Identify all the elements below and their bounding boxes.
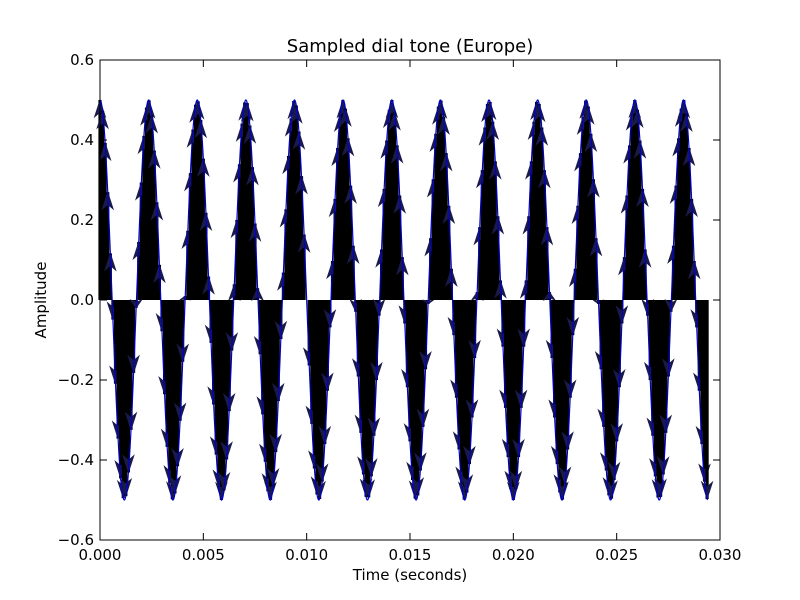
plot-area bbox=[93, 98, 714, 502]
sample-arrowhead bbox=[486, 120, 499, 141]
sample-arrowhead bbox=[315, 463, 329, 483]
x-tick-label: 0.010 bbox=[285, 546, 328, 564]
y-tick-label: −0.2 bbox=[58, 371, 94, 389]
sample-arrowhead bbox=[607, 461, 621, 482]
y-tick-label: 0.6 bbox=[70, 51, 94, 69]
sample-arrowhead bbox=[460, 474, 474, 494]
sample-arrowhead bbox=[581, 105, 595, 125]
sample-arrowhead bbox=[411, 477, 425, 497]
y-tick-label: 0.4 bbox=[70, 131, 94, 149]
x-tick-label: 0.020 bbox=[492, 546, 535, 564]
y-tick-label: −0.4 bbox=[58, 451, 94, 469]
sample-arrowhead bbox=[243, 124, 257, 144]
sample-arrowhead bbox=[145, 113, 158, 134]
y-tick-label: −0.6 bbox=[58, 531, 94, 549]
x-tick-label: 0.025 bbox=[595, 546, 638, 564]
chart-title: Sampled dial tone (Europe) bbox=[287, 36, 533, 57]
sample-arrowhead bbox=[388, 111, 401, 131]
y-axis: −0.6 −0.4 −0.2 0.0 0.2 0.4 0.6 bbox=[58, 51, 720, 549]
sample-arrowhead bbox=[654, 478, 667, 499]
sample-arrowhead bbox=[680, 112, 693, 132]
x-tick-label: 0.005 bbox=[182, 546, 225, 564]
sample-arrowhead bbox=[122, 454, 135, 474]
x-tick-label: 0.015 bbox=[389, 546, 432, 564]
x-axis: 0.000 0.005 0.010 0.015 0.020 0.025 0.030 bbox=[79, 60, 742, 564]
sample-arrowhead bbox=[119, 477, 133, 498]
sample-arrowhead bbox=[290, 104, 303, 124]
sample-arrowhead bbox=[217, 471, 231, 492]
sample-arrowhead bbox=[700, 480, 714, 501]
y-axis-label: Amplitude bbox=[32, 262, 50, 339]
sample-arrowhead bbox=[509, 470, 523, 491]
sample-arrowhead bbox=[631, 108, 644, 129]
sample-arrowhead bbox=[339, 107, 352, 127]
x-tick-label: 0.030 bbox=[699, 546, 742, 564]
sample-arrowhead bbox=[656, 456, 670, 476]
sample-arrowhead bbox=[364, 458, 378, 478]
sample-arrowhead bbox=[168, 475, 182, 495]
y-tick-label: 0.0 bbox=[70, 291, 94, 309]
sample-arrowhead bbox=[266, 468, 280, 488]
sample-arrowhead bbox=[535, 126, 549, 146]
sample-arrowhead bbox=[194, 118, 208, 139]
sample-arrowhead bbox=[532, 102, 546, 123]
x-tick-label: 0.000 bbox=[79, 546, 122, 564]
y-tick-label: 0.2 bbox=[70, 211, 94, 229]
sample-arrowhead bbox=[558, 466, 572, 487]
sample-arrowhead bbox=[437, 115, 450, 136]
signal-line bbox=[99, 99, 709, 501]
sample-arrowhead bbox=[240, 101, 254, 122]
x-axis-label: Time (seconds) bbox=[352, 566, 468, 584]
